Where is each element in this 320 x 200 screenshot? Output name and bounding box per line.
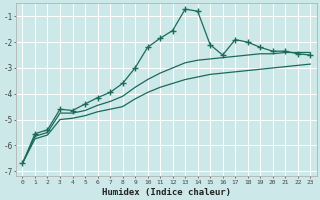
X-axis label: Humidex (Indice chaleur): Humidex (Indice chaleur) xyxy=(102,188,231,197)
